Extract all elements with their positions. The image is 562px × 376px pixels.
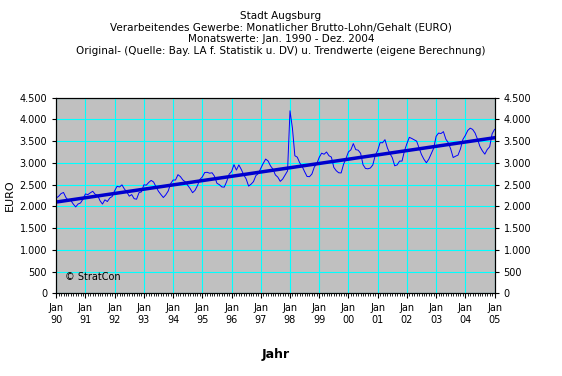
- Text: © StratCon: © StratCon: [65, 271, 121, 282]
- Text: Stadt Augsburg
Verarbeitendes Gewerbe: Monatlicher Brutto-Lohn/Gehalt (EURO)
Mon: Stadt Augsburg Verarbeitendes Gewerbe: M…: [76, 11, 486, 56]
- Text: Jahr: Jahr: [261, 348, 289, 361]
- Y-axis label: EURO: EURO: [5, 180, 15, 211]
